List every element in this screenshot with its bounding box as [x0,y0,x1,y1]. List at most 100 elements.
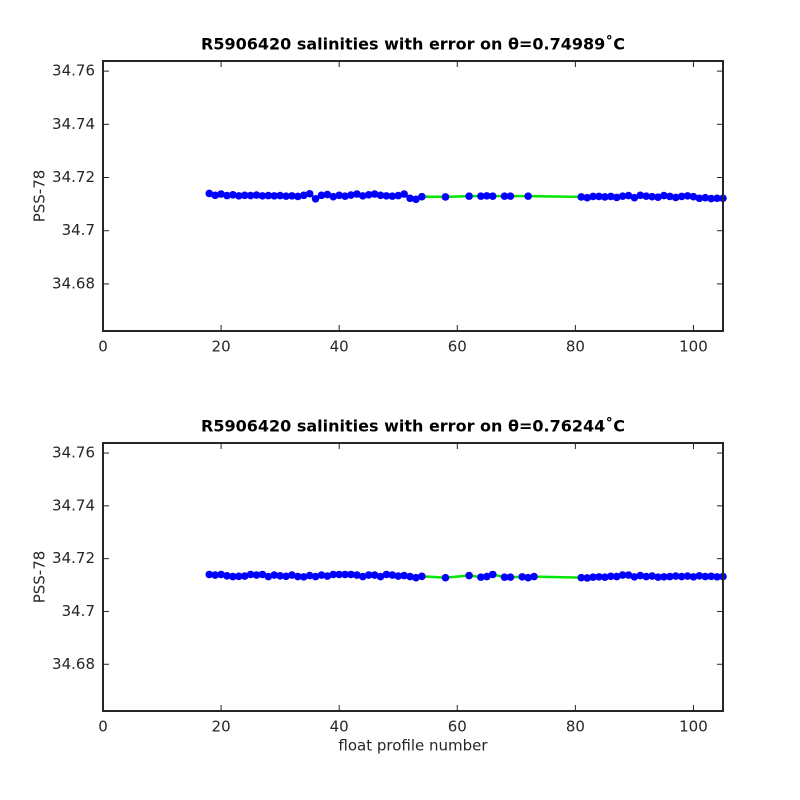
data-point [589,573,597,581]
data-point [388,571,397,579]
y-axis-label: PSS-78 [31,551,49,604]
data-point [713,573,721,581]
data-point [359,192,367,200]
data-point [477,192,485,200]
data-point [400,571,408,580]
data-point [394,572,403,580]
data-point [364,571,373,579]
data-point [323,572,332,580]
data-point [488,570,497,579]
data-point [707,572,715,581]
data-point [376,572,385,581]
data-point [235,192,243,200]
data-point [701,572,710,581]
data-point [642,572,651,581]
data-point [264,572,273,581]
data-point [595,192,603,201]
data-point [270,192,279,200]
data-point [583,574,591,582]
data-point [412,573,420,582]
data-point [246,570,255,579]
data-point [418,572,426,581]
data-point [648,572,656,580]
data-point [577,573,586,582]
data-point [276,191,284,200]
data-point [311,572,320,581]
data-point [217,190,225,198]
data-point [288,571,296,579]
data-point [217,570,225,579]
x-tick-label: 60 [448,338,467,356]
data-point [465,192,473,200]
data-point [683,192,692,200]
data-point [524,192,532,200]
data-point [483,572,491,581]
data-point [583,193,591,202]
data-point [483,192,491,200]
data-point [612,193,621,202]
data-point [240,191,249,200]
data-point [618,192,627,200]
data-point [618,571,627,579]
data-point [654,573,662,581]
data-point [648,192,656,201]
x-tick-label: 0 [98,718,108,736]
x-tick-label: 100 [679,338,708,356]
data-point [223,572,231,580]
data-point [311,194,320,203]
data-point [595,573,603,581]
data-point [370,190,379,198]
data-point [500,192,509,200]
y-tick-label: 34.7 [62,602,95,620]
data-point [252,571,261,579]
data-point [359,572,367,581]
axes-box [102,60,724,332]
data-point [601,573,609,581]
data-point [264,191,273,200]
data-point [506,192,515,200]
data-point [589,192,597,201]
data-point [329,570,338,579]
data-point [607,192,615,201]
x-tick-label: 60 [448,718,467,736]
data-point [666,572,674,581]
data-point [695,572,704,580]
data-point [353,571,361,579]
data-point [707,194,715,203]
y-tick-label: 34.74 [52,496,95,514]
x-tick-label: 40 [330,338,349,356]
data-point [465,571,473,580]
y-tick-label: 34.76 [52,62,95,80]
data-point [518,573,527,581]
x-tick-label: 100 [679,718,708,736]
axes-box [102,442,724,712]
data-point [506,573,515,581]
data-point [240,572,249,580]
data-point [671,572,680,580]
data-point [211,191,219,200]
data-point [677,572,686,581]
chart-title: R5906420 salinities with error on θ=0.74… [201,35,625,54]
data-point [329,192,338,201]
data-point [341,192,349,200]
data-point [370,571,379,579]
data-point [258,570,267,579]
x-tick-label: 80 [566,718,585,736]
data-point [713,194,721,203]
data-point [341,570,349,579]
data-point [607,572,615,581]
data-point [666,192,674,201]
data-point [624,191,633,200]
data-point [441,573,450,582]
data-point [530,572,538,581]
data-point [258,192,267,200]
data-point [288,192,296,200]
x-tick-label: 80 [566,338,585,356]
data-point [353,190,361,198]
data-point [294,192,302,201]
data-point [276,572,284,580]
data-point [601,193,609,201]
data-point [382,570,391,579]
data-point [400,190,408,198]
